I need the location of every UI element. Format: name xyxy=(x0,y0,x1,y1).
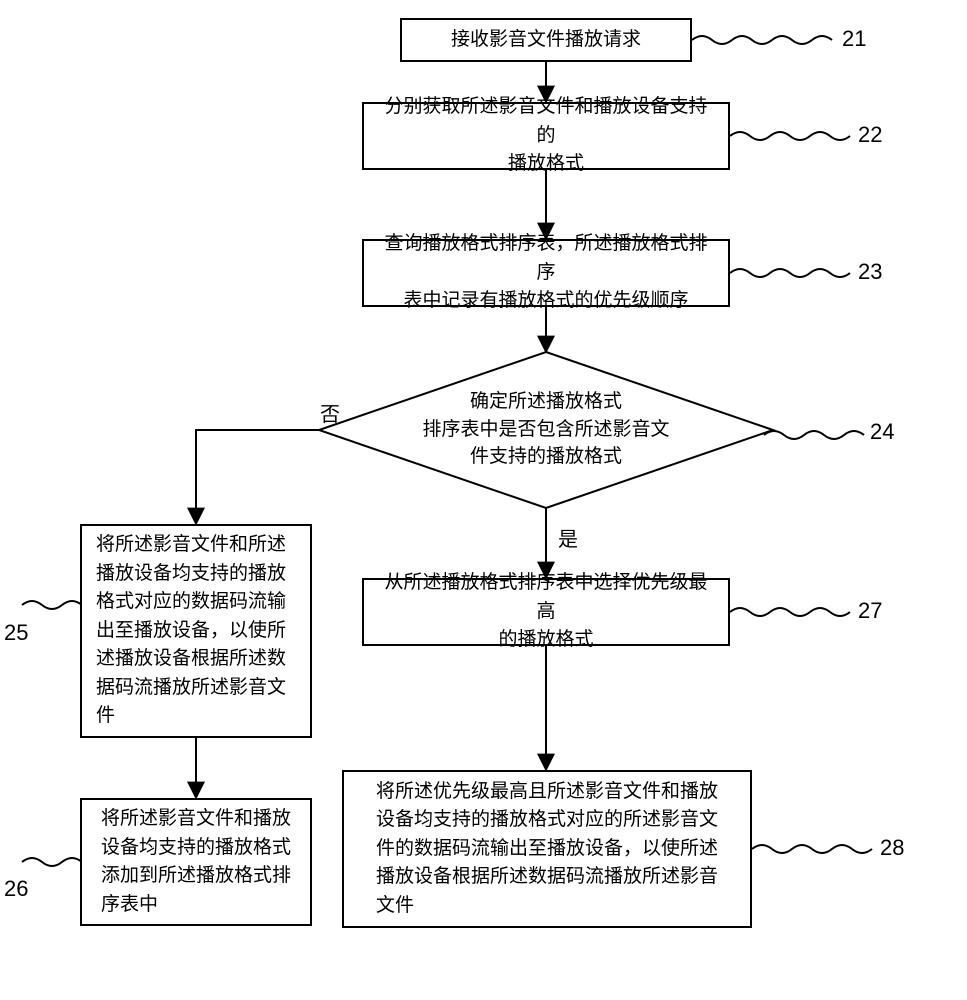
ref-25: 25 xyxy=(4,620,28,646)
label-no: 否 xyxy=(320,398,340,427)
node-26-text: 将所述影音文件和播放 设备均支持的播放格式 添加到所述播放格式排 序表中 xyxy=(101,805,291,919)
node-25: 将所述影音文件和所述 播放设备均支持的播放 格式对应的数据码流输 出至播放设备，… xyxy=(80,524,312,738)
node-25-text: 将所述影音文件和所述 播放设备均支持的播放 格式对应的数据码流输 出至播放设备，… xyxy=(96,531,286,731)
ref-21: 21 xyxy=(842,26,866,52)
node-22: 分别获取所述影音文件和播放设备支持的 播放格式 xyxy=(362,102,730,170)
ref-22: 22 xyxy=(858,122,882,148)
node-26: 将所述影音文件和播放 设备均支持的播放格式 添加到所述播放格式排 序表中 xyxy=(80,798,312,926)
ref-26: 26 xyxy=(4,876,28,902)
label-yes: 是 xyxy=(558,523,578,552)
node-21-text: 接收影音文件播放请求 xyxy=(451,26,641,55)
node-28: 将所述优先级最高且所述影音文件和播放 设备均支持的播放格式对应的所述影音文 件的… xyxy=(342,770,752,928)
ref-27: 27 xyxy=(858,598,882,624)
node-27-text: 从所述播放格式排序表中选择优先级最高 的播放格式 xyxy=(378,569,714,655)
node-23-text: 查询播放格式排序表，所述播放格式排序 表中记录有播放格式的优先级顺序 xyxy=(378,230,714,316)
node-28-text: 将所述优先级最高且所述影音文件和播放 设备均支持的播放格式对应的所述影音文 件的… xyxy=(376,778,718,921)
ref-23: 23 xyxy=(858,259,882,285)
ref-28: 28 xyxy=(880,835,904,861)
node-27: 从所述播放格式排序表中选择优先级最高 的播放格式 xyxy=(362,578,730,646)
ref-24: 24 xyxy=(870,419,894,445)
node-21: 接收影音文件播放请求 xyxy=(400,18,692,62)
node-24-text: 确定所述播放格式 排序表中是否包含所述影音文 件支持的播放格式 xyxy=(406,388,686,471)
node-22-text: 分别获取所述影音文件和播放设备支持的 播放格式 xyxy=(378,93,714,179)
node-23: 查询播放格式排序表，所述播放格式排序 表中记录有播放格式的优先级顺序 xyxy=(362,239,730,307)
